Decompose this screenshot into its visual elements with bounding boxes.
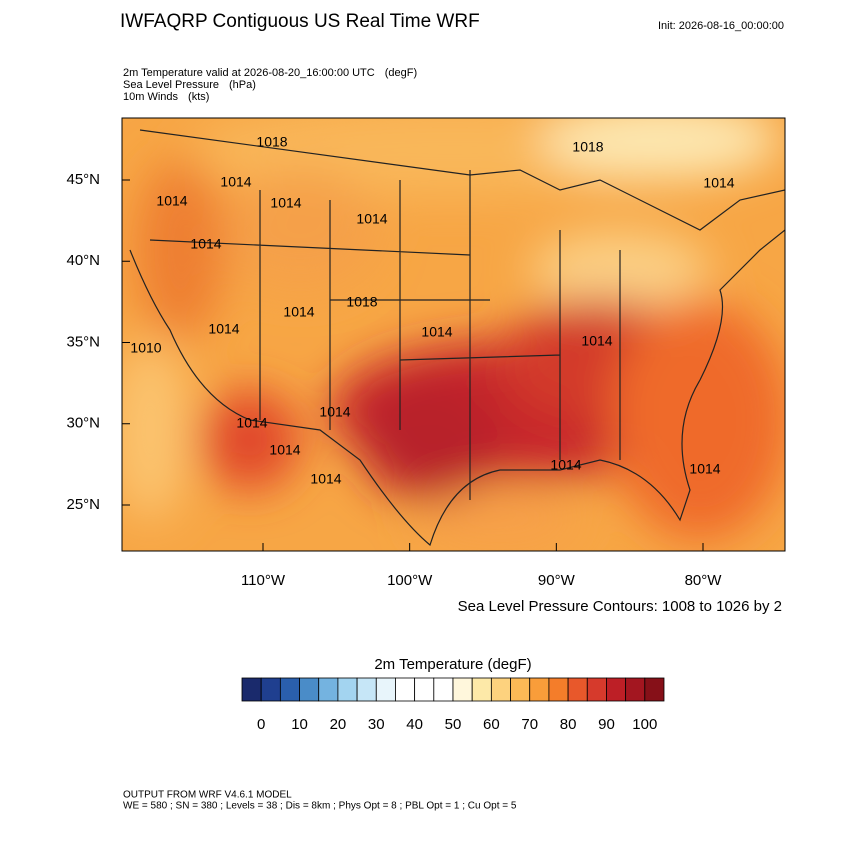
title: IWFAQRP Contiguous US Real Time WRF <box>120 11 480 32</box>
colorbar-label: 0 <box>257 716 265 733</box>
contour-label: 1018 <box>346 294 377 310</box>
map-frame <box>121 117 786 552</box>
lat-label: 40°N <box>66 252 100 269</box>
colorbar-box <box>279 677 300 702</box>
contour-label: 1018 <box>572 139 603 155</box>
contour-label: 1014 <box>269 442 300 458</box>
colorbar-box <box>356 677 377 702</box>
lon-label: 110°W <box>241 572 286 589</box>
contour-label: 1014 <box>421 324 452 340</box>
lat-label: 30°N <box>66 415 100 432</box>
colorbar-label: 90 <box>598 716 615 733</box>
field-name: Sea Level Pressure <box>123 79 219 91</box>
colorbar-label: 50 <box>445 716 462 733</box>
footer-config: WE = 580 ; SN = 380 ; Levels = 38 ; Dis … <box>123 801 517 812</box>
colorbar-box <box>567 677 588 702</box>
contour-label: 1014 <box>310 471 341 487</box>
contour-label: 1014 <box>319 404 350 420</box>
contour-label: 1014 <box>550 457 581 473</box>
contour-label: 1018 <box>256 134 287 150</box>
colorbar-label: 10 <box>291 716 308 733</box>
colorbar-box <box>510 677 531 702</box>
colorbar-box <box>644 677 665 702</box>
contour-label: 1014 <box>208 321 239 337</box>
colorbar-box <box>529 677 550 702</box>
contour-label: 1014 <box>190 236 221 252</box>
footer-model: OUTPUT FROM WRF V4.6.1 MODEL <box>123 790 292 801</box>
contour-label: 1014 <box>156 193 187 209</box>
init-time: Init: 2026-08-16_00:00:00 <box>658 20 784 32</box>
contour-label: 1010 <box>130 340 161 356</box>
colorbar-box <box>375 677 396 702</box>
colorbar-label: 60 <box>483 716 500 733</box>
colorbar-label: 70 <box>521 716 538 733</box>
lon-label: 100°W <box>387 572 433 589</box>
colorbar-title: 2m Temperature (degF) <box>374 656 531 673</box>
field-name: 2m Temperature valid at 2026-08-20_16:00… <box>123 67 375 79</box>
colorbar-box <box>414 677 435 702</box>
colorbar-box <box>548 677 569 702</box>
colorbar-label: 100 <box>632 716 657 733</box>
colorbar-label: 20 <box>330 716 347 733</box>
field-unit: (hPa) <box>229 79 256 91</box>
lat-label: 35°N <box>66 333 100 350</box>
lat-label: 45°N <box>66 171 100 188</box>
colorbar-box <box>260 677 281 702</box>
colorbar-box <box>395 677 416 702</box>
lon-label: 80°W <box>685 572 723 589</box>
contour-label: 1014 <box>689 461 720 477</box>
field-name: 10m Winds <box>123 91 179 103</box>
colorbar-label: 80 <box>560 716 577 733</box>
field-unit: (degF) <box>385 67 417 79</box>
contour-label: 1014 <box>581 333 612 349</box>
colorbar-box <box>337 677 358 702</box>
colorbar-box <box>299 677 320 702</box>
lon-label: 90°W <box>538 572 576 589</box>
colorbar-label: 30 <box>368 716 385 733</box>
contour-label: 1014 <box>236 415 267 431</box>
field-unit: (kts) <box>188 91 209 103</box>
colorbar-box <box>606 677 627 702</box>
colorbar-box <box>625 677 646 702</box>
colorbar-box <box>318 677 339 702</box>
colorbar-box <box>452 677 473 702</box>
colorbar-box <box>241 677 262 702</box>
contour-label: 1014 <box>283 304 314 320</box>
contour-label: 1014 <box>220 174 251 190</box>
contour-label: 1014 <box>270 195 301 211</box>
lat-label: 25°N <box>66 496 100 513</box>
colorbar-box <box>471 677 492 702</box>
colorbar-label: 40 <box>406 716 423 733</box>
colorbar-box <box>586 677 607 702</box>
contour-label: 1014 <box>356 211 387 227</box>
contour-note: Sea Level Pressure Contours: 1008 to 102… <box>458 598 782 615</box>
map-field <box>122 118 785 551</box>
contour-label: 1014 <box>703 175 734 191</box>
colorbar-box <box>490 677 511 702</box>
colorbar-box <box>433 677 454 702</box>
